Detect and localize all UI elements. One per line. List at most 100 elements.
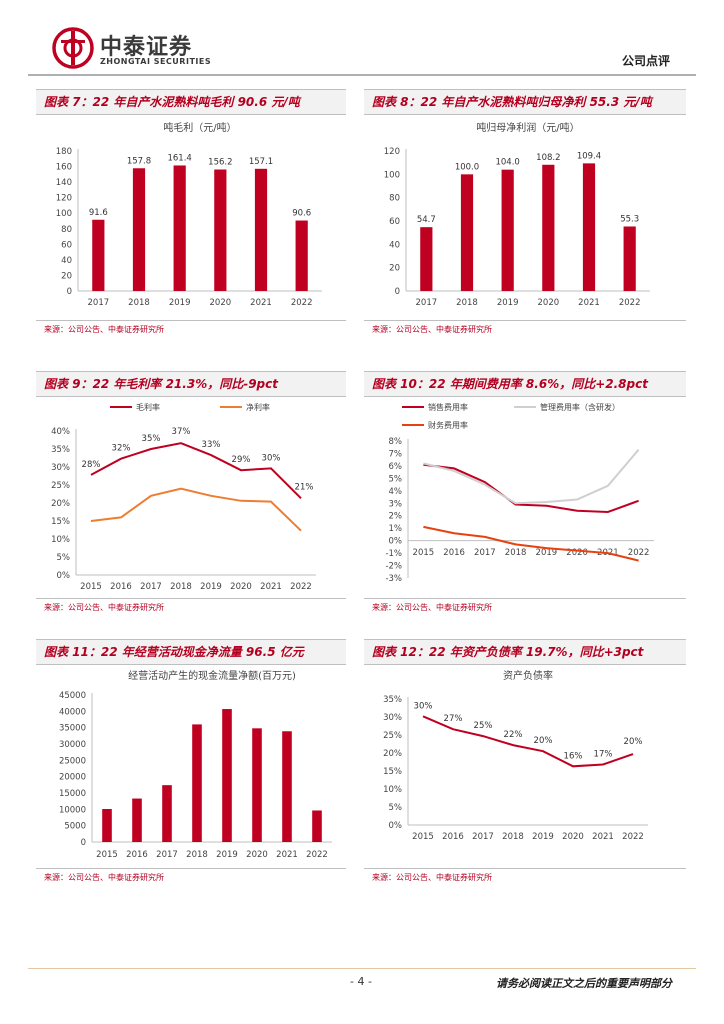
bar <box>254 168 268 291</box>
x-tick-label: 2022 <box>306 850 328 860</box>
bar-data-label: 109.4 <box>577 151 601 161</box>
y-tick-label: 40000 <box>59 707 86 717</box>
figure-10-source: 来源：公司公告、中泰证券研究所 <box>364 598 686 617</box>
figure-12-source: 来源：公司公告、中泰证券研究所 <box>364 868 686 887</box>
bar-data-label: 91.6 <box>89 208 108 218</box>
y-tick-label: 100 <box>384 170 400 180</box>
x-tick-label: 2022 <box>619 298 641 308</box>
point-data-label: 37% <box>172 427 191 437</box>
page-number: - 4 - <box>350 975 372 988</box>
logo-emblem-icon <box>52 27 94 69</box>
y-tick-label: 20000 <box>59 773 86 783</box>
point-data-label: 21% <box>295 482 314 492</box>
x-tick-label: 2015 <box>80 582 102 592</box>
x-tick-label: 2018 <box>502 832 524 842</box>
bar <box>420 227 433 291</box>
figure-11-title: 图表 11：22 年经营活动现金净流量 96.5 亿元 <box>36 639 346 665</box>
y-tick-label: 5000 <box>64 822 86 832</box>
y-tick-label: 35% <box>383 695 402 705</box>
chart-title: 经营活动产生的现金流量净额(百万元) <box>128 669 296 682</box>
point-data-label: 33% <box>202 440 221 450</box>
y-tick-label: 40 <box>389 240 400 250</box>
x-tick-label: 2015 <box>96 850 118 860</box>
bar <box>460 174 474 291</box>
y-tick-label: -2% <box>385 562 402 572</box>
y-tick-label: 140 <box>56 178 72 188</box>
x-tick-label: 2016 <box>443 548 465 558</box>
x-tick-label: 2017 <box>472 832 494 842</box>
x-tick-label: 2015 <box>412 832 434 842</box>
y-tick-label: 10000 <box>59 805 86 815</box>
point-data-label: 28% <box>82 460 101 470</box>
y-tick-label: 120 <box>56 194 72 204</box>
bar <box>282 731 292 842</box>
figure-12-chart: 资产负债率 0% 5% 10% 15% 20% 25% 30% 35% 2015 2016 2017 2… <box>383 669 648 842</box>
point-data-label: 30% <box>414 701 433 711</box>
x-tick-label: 2022 <box>290 582 312 592</box>
x-tick-label: 2018 <box>505 548 527 558</box>
bar <box>252 728 262 842</box>
point-data-label: 30% <box>262 453 281 463</box>
x-tick-label: 2019 <box>497 298 519 308</box>
bar-data-label: 90.6 <box>292 209 311 219</box>
bar-data-label: 104.0 <box>495 158 519 168</box>
x-tick-label: 2022 <box>628 548 650 558</box>
x-tick-label: 2022 <box>622 832 644 842</box>
y-tick-label: 40 <box>61 256 72 266</box>
x-tick-label: 2018 <box>128 298 150 308</box>
y-tick-label: 10% <box>51 535 70 545</box>
series-line <box>422 715 634 768</box>
y-tick-label: 3% <box>389 499 403 509</box>
y-tick-label: 1% <box>389 524 403 534</box>
x-tick-label: 2020 <box>210 298 232 308</box>
point-data-label: 22% <box>504 730 523 740</box>
y-tick-label: 80 <box>61 225 72 235</box>
bar-data-label: 108.2 <box>536 153 560 163</box>
figure-10-panel: 图表 10：22 年期间费用率 8.6%，同比+2.8pct -3% -2% -1%… <box>364 371 686 617</box>
legend-label: 净利率 <box>246 402 270 412</box>
x-tick-label: 2016 <box>442 832 464 842</box>
y-tick-label: 6% <box>389 462 403 472</box>
point-data-label: 35% <box>142 434 161 444</box>
x-tick-label: 2016 <box>110 582 132 592</box>
y-tick-label: 4% <box>389 487 403 497</box>
figure-8-source: 来源：公司公告、中泰证券研究所 <box>364 320 686 339</box>
y-tick-label: 8% <box>389 437 403 447</box>
point-data-label: 29% <box>232 455 251 465</box>
series-line <box>423 463 639 514</box>
figure-7-source: 来源：公司公告、中泰证券研究所 <box>36 320 346 339</box>
bar <box>542 164 555 291</box>
series-line <box>423 525 639 562</box>
x-tick-label: 2021 <box>250 298 272 308</box>
figure-8-chart: 吨归母净利润（元/吨） 0 20 40 60 80 100 120 2017 2018 2019 20… <box>384 121 650 308</box>
y-tick-label: 160 <box>56 163 72 173</box>
y-tick-label: 80 <box>389 194 400 204</box>
series-line <box>423 449 640 505</box>
y-tick-label: 5% <box>57 553 71 563</box>
x-tick-label: 2019 <box>200 582 222 592</box>
bar <box>102 809 112 842</box>
figure-7-chart: 吨毛利（元/吨） 0 20 40 60 80 100 120 140 160 180 2017 2018… <box>56 121 322 308</box>
bar <box>132 168 146 291</box>
bar-data-label: 100.0 <box>455 162 479 172</box>
y-tick-label: 0 <box>67 287 72 297</box>
x-tick-label: 2021 <box>260 582 282 592</box>
bar-data-label: 157.1 <box>249 157 273 167</box>
y-tick-label: 5% <box>389 803 403 813</box>
y-tick-label: 35000 <box>59 724 86 734</box>
footer-disclaimer: 请务必阅读正文之后的重要声明部分 <box>496 977 672 990</box>
y-tick-label: 25% <box>383 731 402 741</box>
brand-name-cn: 中泰证券 <box>100 35 193 60</box>
chart-title: 吨归母净利润（元/吨） <box>476 121 579 134</box>
figure-9-chart: 0% 5% 10% 15% 20% 25% 30% 35% 40% 2015 2016 2017 201… <box>51 402 316 592</box>
bar <box>295 220 308 291</box>
x-tick-label: 2016 <box>126 850 148 860</box>
y-tick-label: 20 <box>389 264 400 274</box>
y-tick-label: 30% <box>51 463 70 473</box>
x-tick-label: 2018 <box>456 298 478 308</box>
bar <box>312 810 322 842</box>
x-tick-label: 2019 <box>216 850 238 860</box>
figure-12-title: 图表 12：22 年资产负债率 19.7%，同比+3pct <box>364 639 686 665</box>
bar <box>501 169 514 291</box>
figure-7-panel: 图表 7：22 年自产水泥熟料吨毛利 90.6 元/吨 吨毛利（元/吨） 0 20 4… <box>36 89 346 345</box>
